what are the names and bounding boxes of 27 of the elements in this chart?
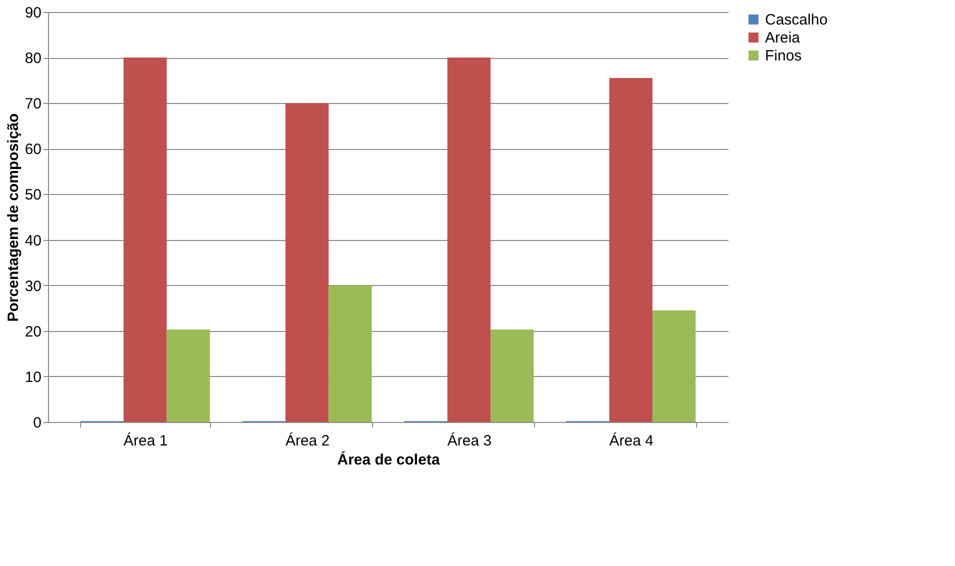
bar — [166, 330, 210, 422]
bar — [285, 103, 329, 422]
bar — [490, 330, 534, 422]
y-tick-label: 50 — [24, 186, 42, 204]
y-tick-label: 0 — [33, 414, 42, 432]
x-tick-label: Área 3 — [447, 432, 492, 450]
y-tick-label: 90 — [24, 4, 42, 22]
y-tick-label: 60 — [24, 141, 42, 158]
x-tick-label: Área 1 — [124, 432, 168, 450]
x-tick-label: Área 2 — [285, 432, 330, 450]
bar — [124, 58, 167, 422]
x-tick-label: Área 4 — [609, 432, 654, 450]
y-tick-label: 20 — [24, 323, 42, 340]
legend-label: Finos — [765, 48, 802, 64]
legend-label: Cascalho — [765, 12, 828, 28]
bar — [328, 285, 372, 422]
legend-label: Areia — [765, 30, 801, 46]
bar — [609, 78, 652, 422]
x-axis-title: Área de coleta — [337, 450, 440, 468]
bar — [652, 310, 696, 422]
y-tick-label: 10 — [24, 368, 42, 386]
y-axis-title: Porcentagem de composição — [4, 113, 22, 322]
y-tick-label: 80 — [24, 50, 42, 68]
y-tick-label: 40 — [24, 232, 42, 250]
y-tick-label: 30 — [24, 278, 42, 295]
bar — [447, 58, 491, 422]
y-tick-label: 70 — [24, 96, 42, 113]
